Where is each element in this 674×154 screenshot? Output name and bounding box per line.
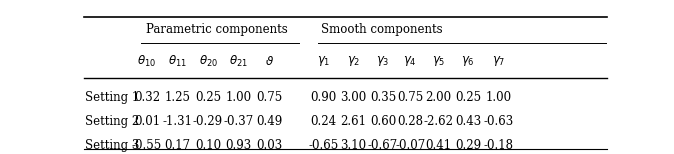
Text: 0.75: 0.75 <box>257 91 283 104</box>
Text: 0.29: 0.29 <box>455 139 481 152</box>
Text: 2.00: 2.00 <box>425 91 452 104</box>
Text: 0.28: 0.28 <box>397 115 423 128</box>
Text: Setting 3: Setting 3 <box>86 139 140 152</box>
Text: $\theta_{21}$: $\theta_{21}$ <box>229 54 248 69</box>
Text: -1.31: -1.31 <box>162 115 192 128</box>
Text: Setting 2: Setting 2 <box>86 115 140 128</box>
Text: $\gamma_6$: $\gamma_6$ <box>461 54 475 68</box>
Text: -0.55: -0.55 <box>132 139 162 152</box>
Text: 0.01: 0.01 <box>134 115 160 128</box>
Text: 0.35: 0.35 <box>370 91 396 104</box>
Text: $\vartheta$: $\vartheta$ <box>265 55 274 68</box>
Text: 1.00: 1.00 <box>485 91 512 104</box>
Text: 0.25: 0.25 <box>455 91 481 104</box>
Text: $\gamma_1$: $\gamma_1$ <box>317 54 330 68</box>
Text: 2.61: 2.61 <box>340 115 366 128</box>
Text: 0.17: 0.17 <box>164 139 190 152</box>
Text: 0.25: 0.25 <box>195 91 221 104</box>
Text: -0.63: -0.63 <box>483 115 514 128</box>
Text: -0.29: -0.29 <box>193 115 223 128</box>
Text: -0.65: -0.65 <box>309 139 338 152</box>
Text: 0.10: 0.10 <box>195 139 221 152</box>
Text: 1.25: 1.25 <box>164 91 190 104</box>
Text: 0.32: 0.32 <box>134 91 160 104</box>
Text: 0.60: 0.60 <box>370 115 396 128</box>
Text: $\gamma_2$: $\gamma_2$ <box>346 54 360 68</box>
Text: $\gamma_5$: $\gamma_5$ <box>431 54 445 68</box>
Text: 1.00: 1.00 <box>226 91 252 104</box>
Text: -0.18: -0.18 <box>483 139 514 152</box>
Text: 0.41: 0.41 <box>425 139 452 152</box>
Text: 0.90: 0.90 <box>310 91 336 104</box>
Text: $\theta_{20}$: $\theta_{20}$ <box>199 54 218 69</box>
Text: $\gamma_4$: $\gamma_4$ <box>403 54 417 68</box>
Text: 0.24: 0.24 <box>311 115 336 128</box>
Text: $\gamma_3$: $\gamma_3$ <box>376 54 390 68</box>
Text: $\gamma_7$: $\gamma_7$ <box>492 54 506 68</box>
Text: -0.37: -0.37 <box>224 115 254 128</box>
Text: Smooth components: Smooth components <box>321 23 443 36</box>
Text: 0.49: 0.49 <box>257 115 283 128</box>
Text: $\theta_{11}$: $\theta_{11}$ <box>168 54 187 69</box>
Text: -0.67: -0.67 <box>368 139 398 152</box>
Text: $\theta_{10}$: $\theta_{10}$ <box>137 54 156 69</box>
Text: -2.62: -2.62 <box>423 115 454 128</box>
Text: 3.10: 3.10 <box>340 139 367 152</box>
Text: Parametric components: Parametric components <box>146 23 288 36</box>
Text: 3.00: 3.00 <box>340 91 367 104</box>
Text: 0.93: 0.93 <box>226 139 252 152</box>
Text: 0.03: 0.03 <box>257 139 283 152</box>
Text: 0.75: 0.75 <box>397 91 423 104</box>
Text: -0.07: -0.07 <box>395 139 425 152</box>
Text: Setting 1: Setting 1 <box>86 91 140 104</box>
Text: 0.43: 0.43 <box>455 115 481 128</box>
